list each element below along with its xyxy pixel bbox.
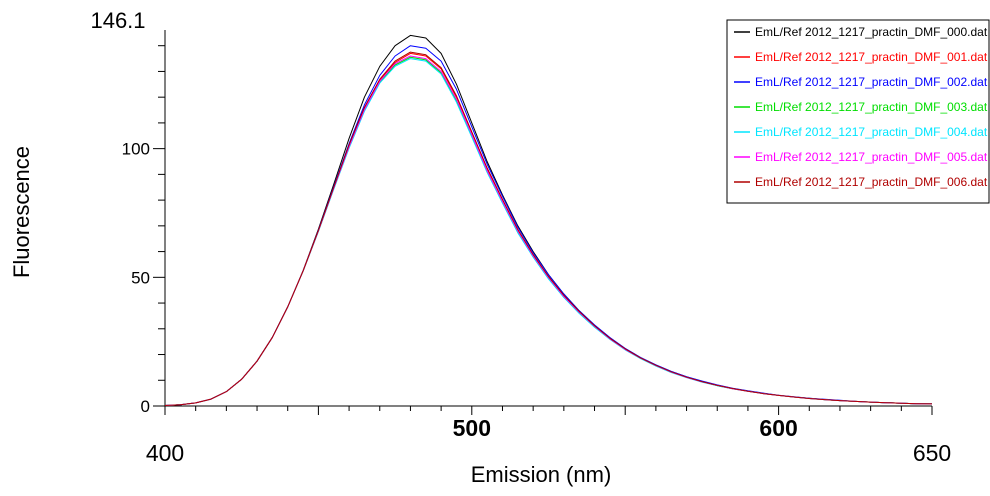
legend-entry-label: EmL/Ref 2012_1217_practin_DMF_002.dat [755,75,988,89]
y-axis-title: Fluorescence [9,146,34,278]
legend-entry-label: EmL/Ref 2012_1217_practin_DMF_006.dat [755,175,988,189]
y-axis: 0 50 100 146.1 [90,8,165,416]
y-tick-label: 146.1 [90,8,145,33]
legend-box [726,19,990,204]
series-line-006 [164,51,933,406]
x-axis: 400 500 600 650 [146,406,951,466]
legend: EmL/Ref 2012_1217_practin_DMF_000.dat EmL… [726,19,990,204]
x-tick-label: 400 [146,440,184,466]
series-lines [164,34,933,406]
legend-entry-label: EmL/Ref 2012_1217_practin_DMF_001.dat [755,50,988,64]
legend-entry-label: EmL/Ref 2012_1217_practin_DMF_000.dat [755,25,988,39]
y-tick-label: 0 [141,397,150,416]
plot-frame [164,30,932,407]
y-tick-label: 50 [131,268,150,287]
legend-entry-label: EmL/Ref 2012_1217_practin_DMF_004.dat [755,125,988,139]
legend-entry-label: EmL/Ref 2012_1217_practin_DMF_003.dat [755,100,988,114]
legend-entry-label: EmL/Ref 2012_1217_practin_DMF_005.dat [755,150,988,164]
x-tick-label: 500 [453,415,491,441]
x-axis-title: Emission (nm) [471,462,612,487]
y-tick-label: 100 [122,140,150,159]
x-tick-label: 650 [913,440,951,466]
x-tick-label: 600 [759,415,797,441]
